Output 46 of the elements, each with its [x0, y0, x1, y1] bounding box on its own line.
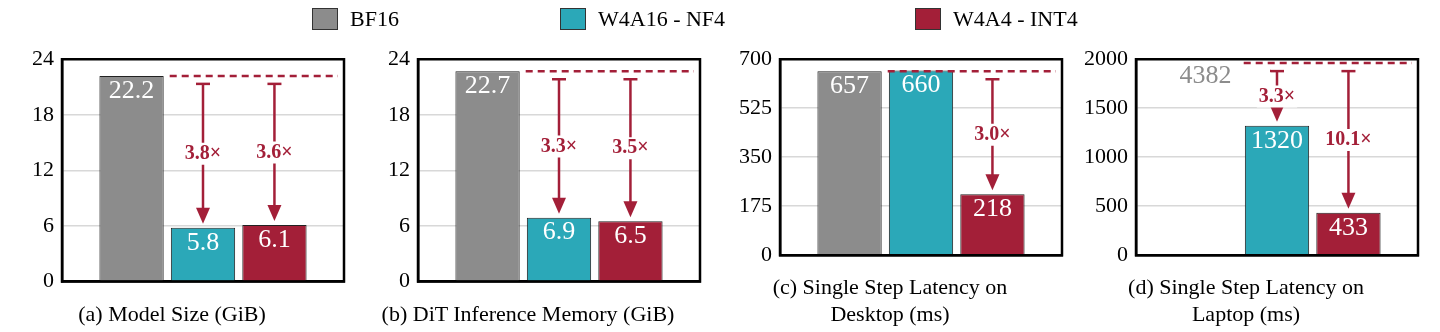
annotation: 3.3×	[540, 133, 578, 156]
y-tick-label: 1000	[1084, 142, 1128, 168]
y-tick-label: 0	[399, 267, 410, 293]
y-tick-label: 0	[1117, 240, 1128, 266]
legend-label: BF16	[350, 6, 399, 32]
y-tick-label: 350	[739, 142, 772, 168]
text: (c) Single Step Latency on Desktop (ms)	[772, 274, 1008, 326]
y-tick-label: 12	[388, 156, 410, 182]
data-label: 6.9	[542, 216, 576, 246]
annotation: 3.5×	[612, 135, 649, 158]
data-label: 660	[901, 69, 941, 99]
data-label: 218	[972, 192, 1012, 222]
annotation: 3.8×	[184, 141, 222, 164]
data-label: 6.5	[614, 220, 647, 250]
data-label: 22.2	[108, 74, 155, 104]
y-tick-label: 12	[32, 156, 54, 182]
y-tick-label: 24	[388, 44, 410, 70]
y-tick-label: 0	[43, 267, 54, 293]
y-tick-label: 6	[399, 211, 410, 237]
text: (a) Model Size (GiB)	[78, 300, 266, 326]
annotation: 3.0×	[974, 121, 1011, 144]
annotation: 10.1×	[1325, 127, 1372, 150]
legend-label: W4A16 - NF4	[598, 6, 726, 32]
data-label: 1320	[1251, 124, 1303, 154]
y-tick-label: 2000	[1084, 44, 1128, 70]
y-tick-label: 525	[739, 93, 772, 119]
y-tick-label: 18	[388, 100, 410, 126]
y-tick-label: 700	[739, 44, 772, 70]
data-label: 6.1	[258, 223, 291, 253]
y-tick-label: 500	[1095, 191, 1128, 217]
data-label: 22.7	[464, 70, 511, 100]
y-tick-label: 6	[43, 211, 54, 237]
y-tick-label: 0	[761, 240, 772, 266]
legend-label: W4A4 - INT4	[953, 6, 1078, 32]
y-tick-label: 1500	[1084, 93, 1128, 119]
annotation: 3.6×	[256, 139, 293, 162]
text: (d) Single Step Latency on Laptop (ms)	[1128, 274, 1364, 326]
y-tick-label: 18	[32, 100, 54, 126]
data-label: 433	[1328, 211, 1368, 241]
text: (b) DiT Inference Memory (GiB)	[381, 300, 675, 326]
y-tick-label: 175	[739, 191, 772, 217]
data-label: 5.8	[186, 226, 220, 256]
y-tick-label: 24	[32, 44, 54, 70]
data-label: 657	[830, 70, 870, 100]
annotation: 3.3×	[1258, 83, 1296, 106]
text: 4382	[1179, 60, 1232, 90]
